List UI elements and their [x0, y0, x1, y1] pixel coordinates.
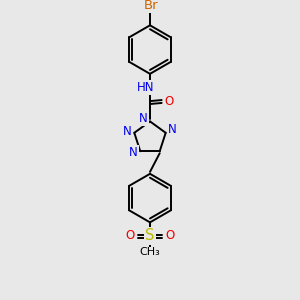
Text: S: S	[145, 228, 155, 243]
Text: O: O	[165, 95, 174, 109]
Text: Br: Br	[144, 0, 158, 12]
Text: HN: HN	[136, 81, 154, 94]
Text: N: N	[129, 146, 138, 159]
Text: CH₃: CH₃	[140, 248, 160, 257]
Text: N: N	[123, 125, 132, 138]
Text: N: N	[168, 123, 177, 136]
Text: O: O	[125, 230, 134, 242]
Text: O: O	[166, 230, 175, 242]
Text: N: N	[139, 112, 148, 125]
